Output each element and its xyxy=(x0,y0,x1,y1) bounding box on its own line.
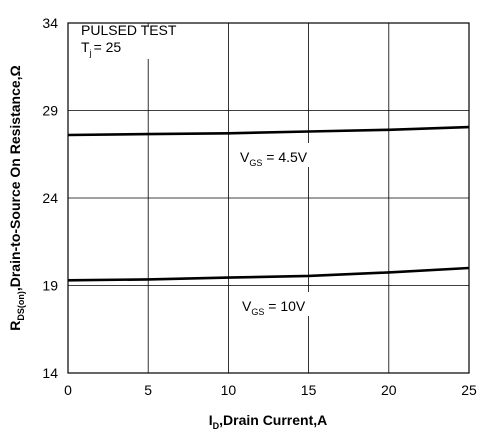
series-line-vgs-10v xyxy=(67,266,470,282)
x-tick-label: 20 xyxy=(381,382,397,398)
y-tick-label: 29 xyxy=(42,103,58,119)
vgs-subscript: GS xyxy=(251,307,264,317)
y-tick-label: 19 xyxy=(42,278,58,294)
x-axis-label: ID,Drain Current,A xyxy=(209,412,328,431)
vgs-symbol: V xyxy=(240,149,250,165)
vgs-symbol: V xyxy=(242,298,252,314)
tj-subscript: j xyxy=(89,48,92,58)
y-tick-label: 14 xyxy=(42,365,58,381)
series-label-vgs-4-5v: VGS = 4.5V xyxy=(240,149,308,168)
vgs-value: = 10V xyxy=(264,298,306,314)
x-axis-subscript: D xyxy=(213,421,220,431)
series-line-vgs-4-5v xyxy=(67,125,470,137)
y-tick-label: 34 xyxy=(42,15,58,31)
x-tick-label: 0 xyxy=(64,382,72,398)
y-axis-label: RDS(on),Drain-to-Source On Resistance,Ω xyxy=(7,65,26,331)
y-tick-label: 24 xyxy=(42,190,58,206)
vgs-subscript: GS xyxy=(249,158,262,168)
grid-lines xyxy=(68,23,469,373)
x-tick-label: 10 xyxy=(221,382,237,398)
y-axis-text: ,Drain-to-Source On Resistance,Ω xyxy=(7,65,23,291)
test-note-line2: Tj = 25 xyxy=(81,39,121,58)
x-tick-labels: 0 5 10 15 20 25 xyxy=(64,382,477,398)
vgs-value: = 4.5V xyxy=(262,149,307,165)
series-lines xyxy=(67,125,470,282)
x-axis-symbol: I xyxy=(209,412,213,428)
x-tick-label: 25 xyxy=(461,382,477,398)
series-label-10-background xyxy=(236,292,322,316)
x-axis-text: ,Drain Current,A xyxy=(219,412,327,428)
series-label-vgs-10v: VGS = 10V xyxy=(242,298,306,317)
y-tick-labels: 14 19 24 29 34 xyxy=(42,15,58,381)
tj-symbol: T xyxy=(81,39,90,55)
x-tick-label: 5 xyxy=(144,382,152,398)
test-note-line1: PULSED TEST xyxy=(81,22,177,38)
plot-frame xyxy=(67,22,470,374)
x-tick-label: 15 xyxy=(301,382,317,398)
test-note-background xyxy=(72,27,180,59)
tj-value: = 25 xyxy=(94,39,122,55)
series-label-45-background xyxy=(234,143,326,167)
y-axis-subscript: DS(on) xyxy=(16,291,26,321)
y-axis-symbol: R xyxy=(7,321,23,331)
